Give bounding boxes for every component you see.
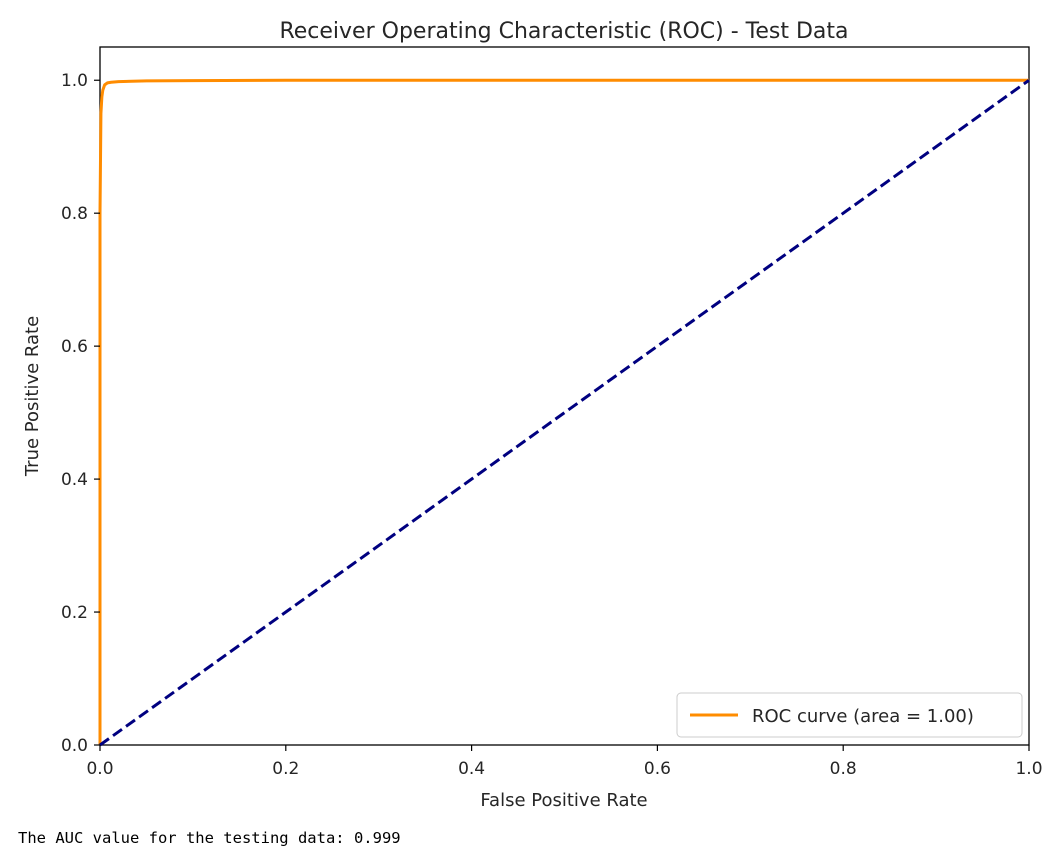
legend-label-roc: ROC curve (area = 1.00) — [752, 706, 974, 727]
chart-title: Receiver Operating Characteristic (ROC) … — [279, 19, 848, 44]
x-tick-label: 0.8 — [830, 759, 857, 779]
y-tick-label: 0.4 — [61, 470, 88, 490]
x-tick-label: 0.6 — [644, 759, 671, 779]
auc-output-text: The AUC value for the testing data: 0.99… — [18, 829, 401, 847]
y-tick-label: 0.2 — [61, 603, 88, 623]
legend-box — [676, 692, 1023, 738]
x-tick-label: 0.0 — [86, 759, 113, 779]
x-axis-ticks: 0.0 0.2 0.4 0.6 0.8 1.0 — [86, 745, 1043, 779]
roc-curve-line — [98, 78, 1029, 745]
y-axis-ticks: 0.0 0.2 0.4 0.6 0.8 1.0 — [61, 71, 100, 756]
x-tick-label: 0.2 — [272, 759, 299, 779]
roc-chart: Receiver Operating Characteristic (ROC) … — [0, 0, 1062, 820]
x-tick-label: 0.4 — [458, 759, 485, 779]
x-axis-label: False Positive Rate — [480, 790, 647, 811]
series-group — [98, 78, 1030, 747]
x-tick-label: 1.0 — [1015, 759, 1042, 779]
legend: ROC curve (area = 1.00) — [676, 692, 1023, 738]
y-axis-label: True Positive Rate — [22, 316, 43, 477]
chance-diagonal-line — [99, 79, 1030, 747]
y-tick-label: 1.0 — [61, 71, 88, 91]
figure-background — [0, 0, 1062, 820]
y-tick-label: 0.8 — [61, 204, 88, 224]
y-tick-label: 0.6 — [61, 337, 88, 357]
y-tick-label: 0.0 — [61, 736, 88, 756]
